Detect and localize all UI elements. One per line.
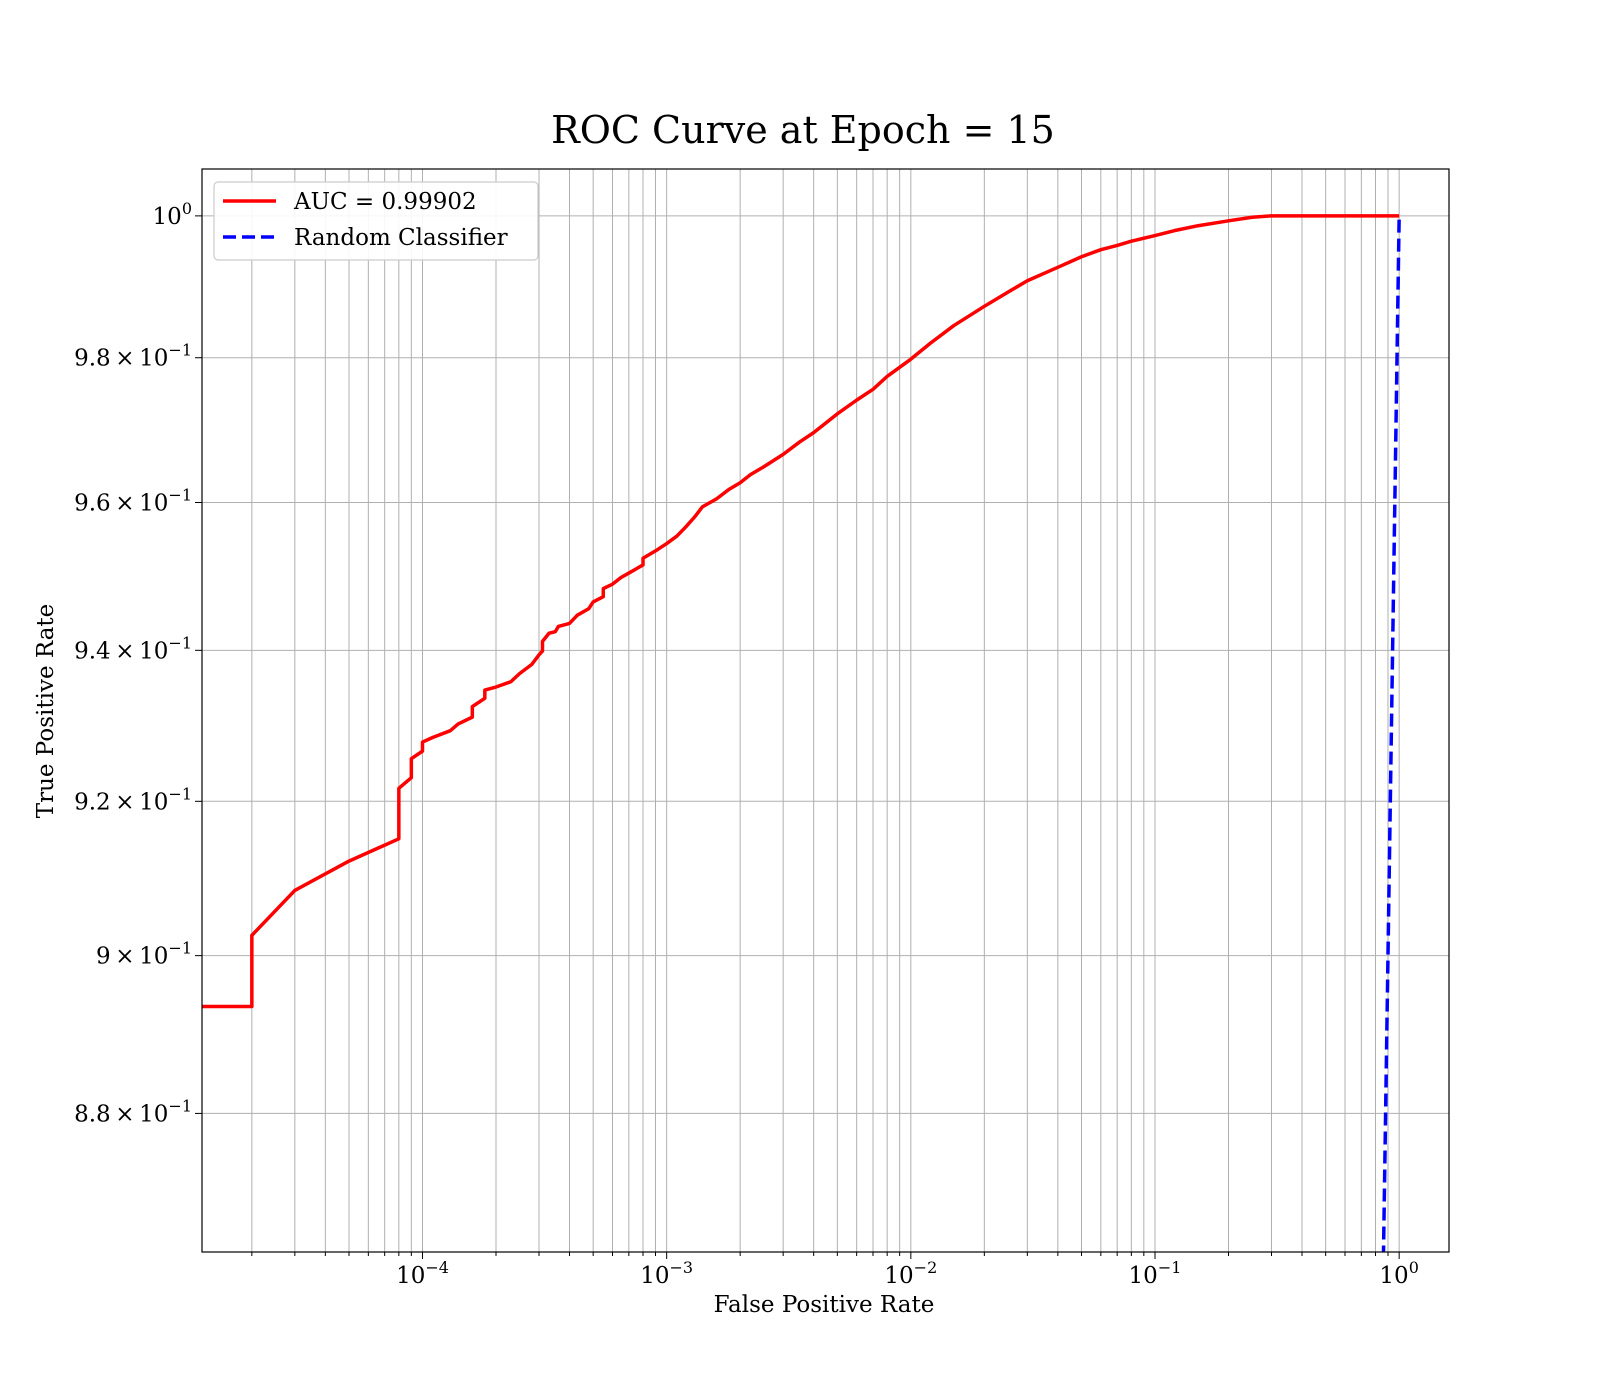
legend-box	[213, 181, 539, 261]
y-tick-label: 9.4 × 10−1	[74, 633, 192, 664]
y-tick-label: 100	[153, 199, 192, 230]
y-axis-ticks: 100 9.8 × 10−1 9.6 × 10−1 9.4 × 10−1 9.2 × 1…	[74, 199, 202, 1127]
plot-area-frame	[201, 168, 1450, 1253]
y-tick-label: 8.8 × 10−1	[74, 1096, 192, 1127]
y-tick-label: 9.8 × 10−1	[74, 341, 192, 372]
legend-label-random: Random Classifier	[294, 225, 508, 251]
y-tick-label: 9.2 × 10−1	[74, 784, 192, 815]
random-classifier-line	[1381, 215, 1401, 1252]
y-axis-label: True Positive Rate	[33, 604, 59, 819]
legend: AUC = 0.99902 Random Classifier	[213, 181, 539, 261]
y-tick-label: 9 × 10−1	[96, 939, 192, 970]
x-tick-label: 10−3	[640, 1258, 693, 1289]
x-tick-label: 10−4	[396, 1258, 449, 1289]
legend-label-auc: AUC = 0.99902	[293, 189, 477, 215]
roc-curve-line	[202, 214, 1400, 1009]
x-tick-label: 10−2	[884, 1258, 937, 1289]
x-tick-label: 10−1	[1129, 1258, 1182, 1289]
grid	[202, 169, 1449, 1252]
x-tick-label: 100	[1379, 1258, 1418, 1289]
x-axis-label: False Positive Rate	[714, 1292, 935, 1318]
y-tick-label: 9.6 × 10−1	[74, 485, 192, 516]
series-layer	[202, 214, 1401, 1252]
x-axis-ticks: 10−4 10−3 10−2 10−1 100	[251, 1252, 1419, 1289]
chart-title: ROC Curve at Epoch = 15	[551, 108, 1055, 152]
